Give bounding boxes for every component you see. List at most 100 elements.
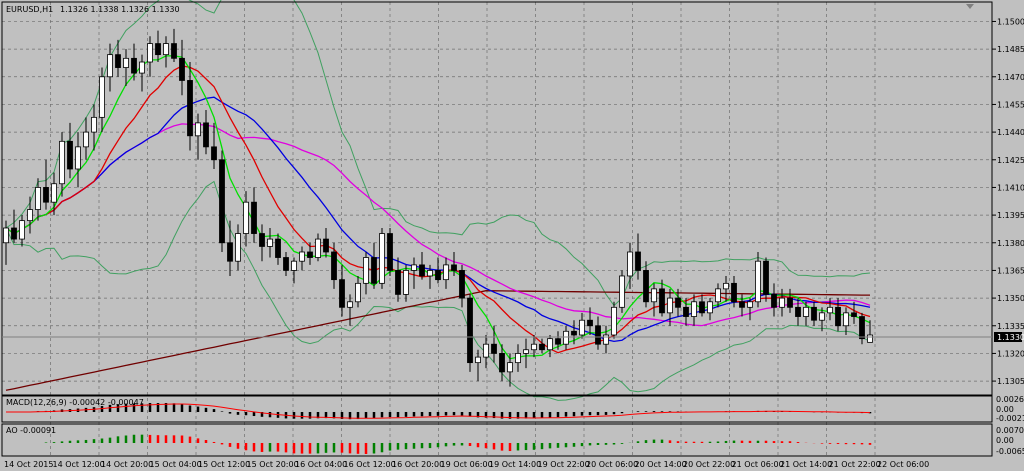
time-tick-label: 19 Oct 06:00: [441, 460, 493, 469]
candle-body: [771, 294, 777, 308]
candle-body: [571, 330, 577, 336]
candle-body: [683, 306, 689, 317]
candle-body: [651, 288, 657, 303]
candle-body: [243, 201, 249, 234]
candle-body: [91, 116, 97, 133]
ohlc-label: 1.1326 1.1338 1.1326 1.1330: [60, 5, 180, 14]
candle-body: [523, 349, 529, 354]
upper-band-line: [5, 0, 871, 307]
candle-body: [259, 233, 265, 247]
candle-body: [155, 43, 161, 56]
price-tick-label: 1.1440: [997, 128, 1024, 137]
time-tick-label: 20 Oct 22:00: [683, 460, 735, 469]
candle-body: [419, 264, 425, 277]
candle-body: [371, 257, 377, 284]
candle-body: [403, 270, 409, 295]
candle-body: [235, 233, 241, 262]
candle-body: [411, 264, 417, 271]
candle-body: [299, 251, 305, 262]
candle-body: [587, 319, 593, 327]
macd-tick: 0.00: [996, 405, 1014, 414]
price-tick-label: 1.1320: [997, 349, 1024, 358]
candle-body: [187, 80, 193, 137]
candle-body: [539, 343, 545, 351]
candle-body: [267, 238, 273, 247]
candle-body: [355, 282, 361, 303]
candle-body: [315, 238, 321, 258]
time-tick-label: 15 Oct 04:00: [150, 460, 202, 469]
ao-tick: 0.00: [996, 436, 1014, 445]
candle-body: [379, 233, 385, 284]
candle-body: [699, 301, 705, 314]
candle-body: [291, 260, 297, 271]
candle-body: [763, 260, 769, 295]
candle-body: [3, 227, 9, 244]
candle-body: [123, 57, 129, 68]
candle-body: [515, 353, 521, 364]
shift-marker-icon[interactable]: [966, 4, 974, 9]
candle-body: [619, 275, 625, 308]
candle-body: [59, 140, 65, 185]
candle-body: [427, 270, 433, 277]
time-tick-label: 15 Oct 12:00: [198, 460, 250, 469]
candle-body: [251, 201, 257, 234]
candle-body: [275, 238, 281, 258]
candle-body: [611, 306, 617, 336]
candle-body: [667, 297, 673, 314]
candle-body: [459, 270, 465, 299]
candle-body: [347, 301, 353, 308]
candle-body: [139, 61, 145, 74]
macd-panel: [6, 403, 872, 420]
current-price-label: 1.1330: [997, 333, 1024, 342]
price-tick-label: 1.1395: [997, 211, 1024, 220]
candle-body: [451, 264, 457, 271]
candle-body: [323, 238, 329, 253]
candle-body: [395, 270, 401, 295]
candle-body: [491, 343, 497, 354]
candle-body: [283, 257, 289, 271]
candle-body: [435, 270, 441, 281]
price-tick-label: 1.1380: [997, 239, 1024, 248]
candle-body: [723, 282, 729, 290]
macd-panel-frame: [1, 395, 993, 423]
macd-signal-line: [6, 403, 871, 419]
time-tick-label: 21 Oct 06:00: [732, 460, 784, 469]
ao-label: AO -0.00091: [6, 426, 56, 435]
candle-body: [851, 312, 857, 317]
candle-body: [171, 43, 177, 59]
candle-body: [707, 301, 713, 314]
ao-panel: [44, 434, 872, 454]
time-tick-label: 19 Oct 22:00: [538, 460, 590, 469]
candle-body: [43, 187, 49, 203]
macd-tick: 0.00261: [996, 395, 1024, 404]
symbol-label: EURUSD,H1: [6, 5, 53, 14]
candle-body: [75, 146, 81, 170]
candle-body: [603, 334, 609, 345]
candle-body: [147, 43, 153, 63]
candle-body: [307, 251, 313, 258]
candle-body: [739, 301, 745, 308]
time-tick-label: 16 Oct 04:00: [295, 460, 347, 469]
price-tick-label: 1.1305: [997, 377, 1024, 386]
time-tick-label: 14 Oct 12:00: [53, 460, 105, 469]
candle-body: [715, 288, 721, 303]
time-tick-label: 15 Oct 20:00: [247, 460, 299, 469]
candle-body: [195, 122, 201, 137]
candle-body: [131, 57, 137, 74]
candle-body: [827, 306, 833, 314]
candle-body: [803, 306, 809, 317]
candle-body: [179, 57, 185, 81]
candle-body: [483, 343, 489, 358]
candle-body: [99, 76, 105, 118]
candlestick-series: [3, 28, 873, 387]
time-tick-label: 20 Oct 06:00: [586, 460, 638, 469]
candle-body: [547, 338, 553, 351]
candle-body: [859, 316, 865, 340]
candle-body: [19, 220, 25, 240]
price-axis: 1.1500 1.1485 1.1470 1.1455 1.1440 1.1425 1.14…: [992, 17, 1024, 386]
ao-tick: 0.00705: [996, 426, 1024, 435]
macd-tick: -0.00212: [996, 414, 1024, 423]
candle-body: [867, 334, 873, 343]
